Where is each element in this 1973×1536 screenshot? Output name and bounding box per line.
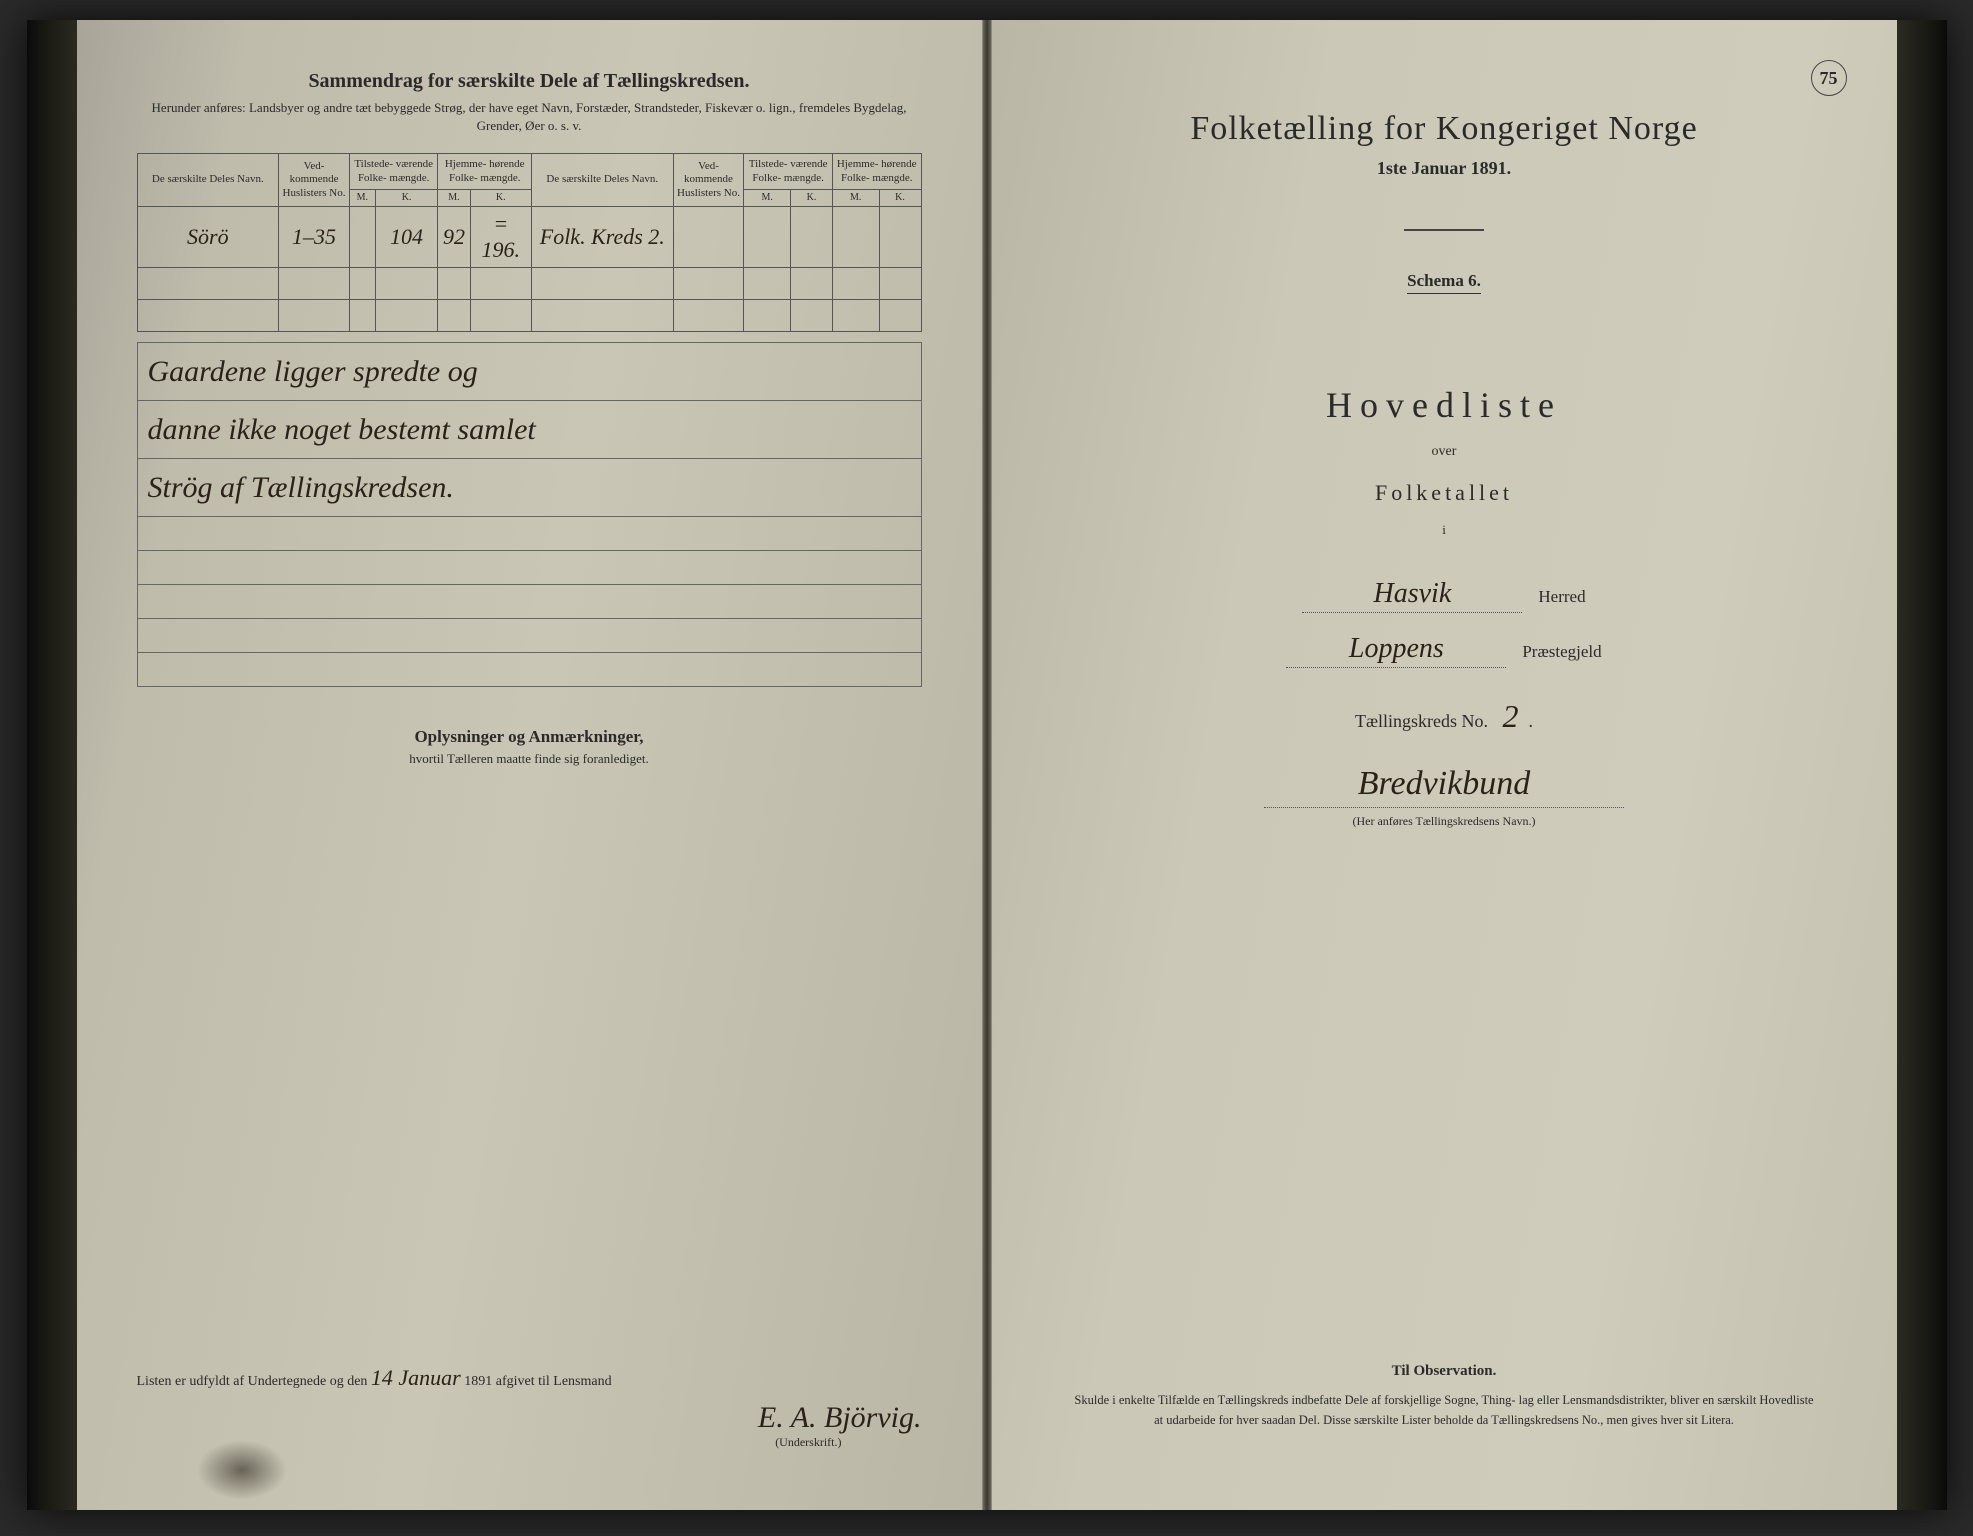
schema-label: Schema 6.	[1407, 271, 1481, 294]
handwriting-line: Gaardene ligger spredte og	[137, 342, 921, 400]
main-title: Folketælling for Kongeriget Norge	[1052, 110, 1837, 148]
table-row: Sörö 1–35 104 92 = 196. Folk. Kreds 2.	[137, 206, 921, 267]
tk-row: Tællingskreds No. 2.	[1052, 698, 1837, 735]
mk: M.	[438, 189, 470, 206]
right-page: 75 Folketælling for Kongeriget Norge 1st…	[991, 20, 1897, 1510]
col-navn-1: De særskilte Deles Navn.	[137, 154, 279, 206]
divider	[1404, 229, 1484, 231]
praestegjeld-value: Loppens	[1286, 633, 1506, 668]
mk: M.	[744, 189, 791, 206]
right-content: Folketælling for Kongeriget Norge 1ste J…	[1052, 70, 1837, 829]
table-row	[137, 267, 921, 299]
cell-hk: = 196.	[470, 206, 531, 267]
thumb-shadow	[197, 1440, 287, 1500]
left-footer: Listen er udfyldt af Undertegnede og den…	[137, 1365, 922, 1450]
cell-navn2: Folk. Kreds 2.	[531, 206, 673, 267]
footer-date: 14 Januar	[371, 1365, 461, 1390]
page-number: 75	[1811, 60, 1847, 96]
praestegjeld-row: Loppens Præstegjeld	[1052, 633, 1837, 668]
mk: K.	[470, 189, 531, 206]
col-hjemme-1: Hjemme- hørende Folke- mængde.	[438, 154, 532, 189]
left-title: Sammendrag for særskilte Dele af Tælling…	[137, 70, 922, 93]
footer-year: 1891 afgivet til Lensmand	[464, 1374, 611, 1389]
book-spread: Sammendrag for særskilte Dele af Tælling…	[27, 20, 1947, 1510]
over-label: over	[1052, 444, 1837, 460]
left-page: Sammendrag for særskilte Dele af Tælling…	[77, 20, 983, 1510]
oplysninger-sub: hvortil Tælleren maatte finde sig foranl…	[137, 751, 922, 767]
table-row	[137, 299, 921, 331]
col-huslister-1: Ved- kommende Huslisters No.	[279, 154, 350, 206]
herred-label: Herred	[1538, 587, 1585, 607]
cell	[673, 206, 744, 267]
binding-right	[1897, 20, 1947, 1510]
folketallet-label: Folketallet	[1052, 480, 1837, 506]
praestegjeld-label: Præstegjeld	[1522, 642, 1601, 662]
book-spine	[983, 20, 991, 1510]
col-tilstede-2: Tilstede- værende Folke- mængde.	[744, 154, 833, 189]
col-hjemme-2: Hjemme- hørende Folke- mængde.	[832, 154, 921, 189]
observation-title: Til Observation.	[1072, 1363, 1817, 1380]
hovedliste-title: Hovedliste	[1052, 384, 1837, 426]
signature: E. A. Björvig.	[758, 1401, 922, 1434]
cell-hm: 92	[438, 206, 470, 267]
col-navn-2: De særskilte Deles Navn.	[531, 154, 673, 206]
handwriting-line: Strög af Tællingskredsen.	[137, 458, 921, 516]
footer-prefix: Listen er udfyldt af Undertegnede og den	[137, 1374, 368, 1389]
handwriting-line: danne ikke noget bestemt samlet	[137, 400, 921, 458]
note-grid: Gaardene ligger spredte og danne ikke no…	[137, 342, 922, 687]
cell-tk: 104	[375, 206, 438, 267]
cell-navn: Sörö	[137, 206, 279, 267]
cell	[791, 206, 833, 267]
herred-row: Hasvik Herred	[1052, 578, 1837, 613]
mk: K.	[879, 189, 921, 206]
herred-value: Hasvik	[1302, 578, 1522, 613]
mk: K.	[375, 189, 438, 206]
mk: M.	[832, 189, 879, 206]
observation-block: Til Observation. Skulde i enkelte Tilfæl…	[1072, 1363, 1817, 1430]
census-date: 1ste Januar 1891.	[1052, 158, 1837, 179]
cell	[879, 206, 921, 267]
left-subtitle: Herunder anføres: Landsbyer og andre tæt…	[137, 99, 922, 135]
mk: K.	[791, 189, 833, 206]
kreds-note: (Her anføres Tællingskredsens Navn.)	[1052, 814, 1837, 829]
census-table: De særskilte Deles Navn. Ved- kommende H…	[137, 153, 922, 331]
cell	[744, 206, 791, 267]
cell-huslister: 1–35	[279, 206, 350, 267]
tk-label: Tællingskreds No.	[1355, 711, 1488, 731]
cell	[832, 206, 879, 267]
tk-number: 2	[1493, 698, 1529, 734]
i-label: i	[1052, 522, 1837, 538]
cell-tm	[349, 206, 375, 267]
col-tilstede-1: Tilstede- værende Folke- mængde.	[349, 154, 438, 189]
mk: M.	[349, 189, 375, 206]
kreds-name: Bredvikbund	[1264, 765, 1624, 808]
col-huslister-2: Ved- kommende Huslisters No.	[673, 154, 744, 206]
oplysninger-title: Oplysninger og Anmærkninger,	[137, 727, 922, 747]
binding-left	[27, 20, 77, 1510]
observation-text: Skulde i enkelte Tilfælde en Tællingskre…	[1072, 1390, 1817, 1430]
